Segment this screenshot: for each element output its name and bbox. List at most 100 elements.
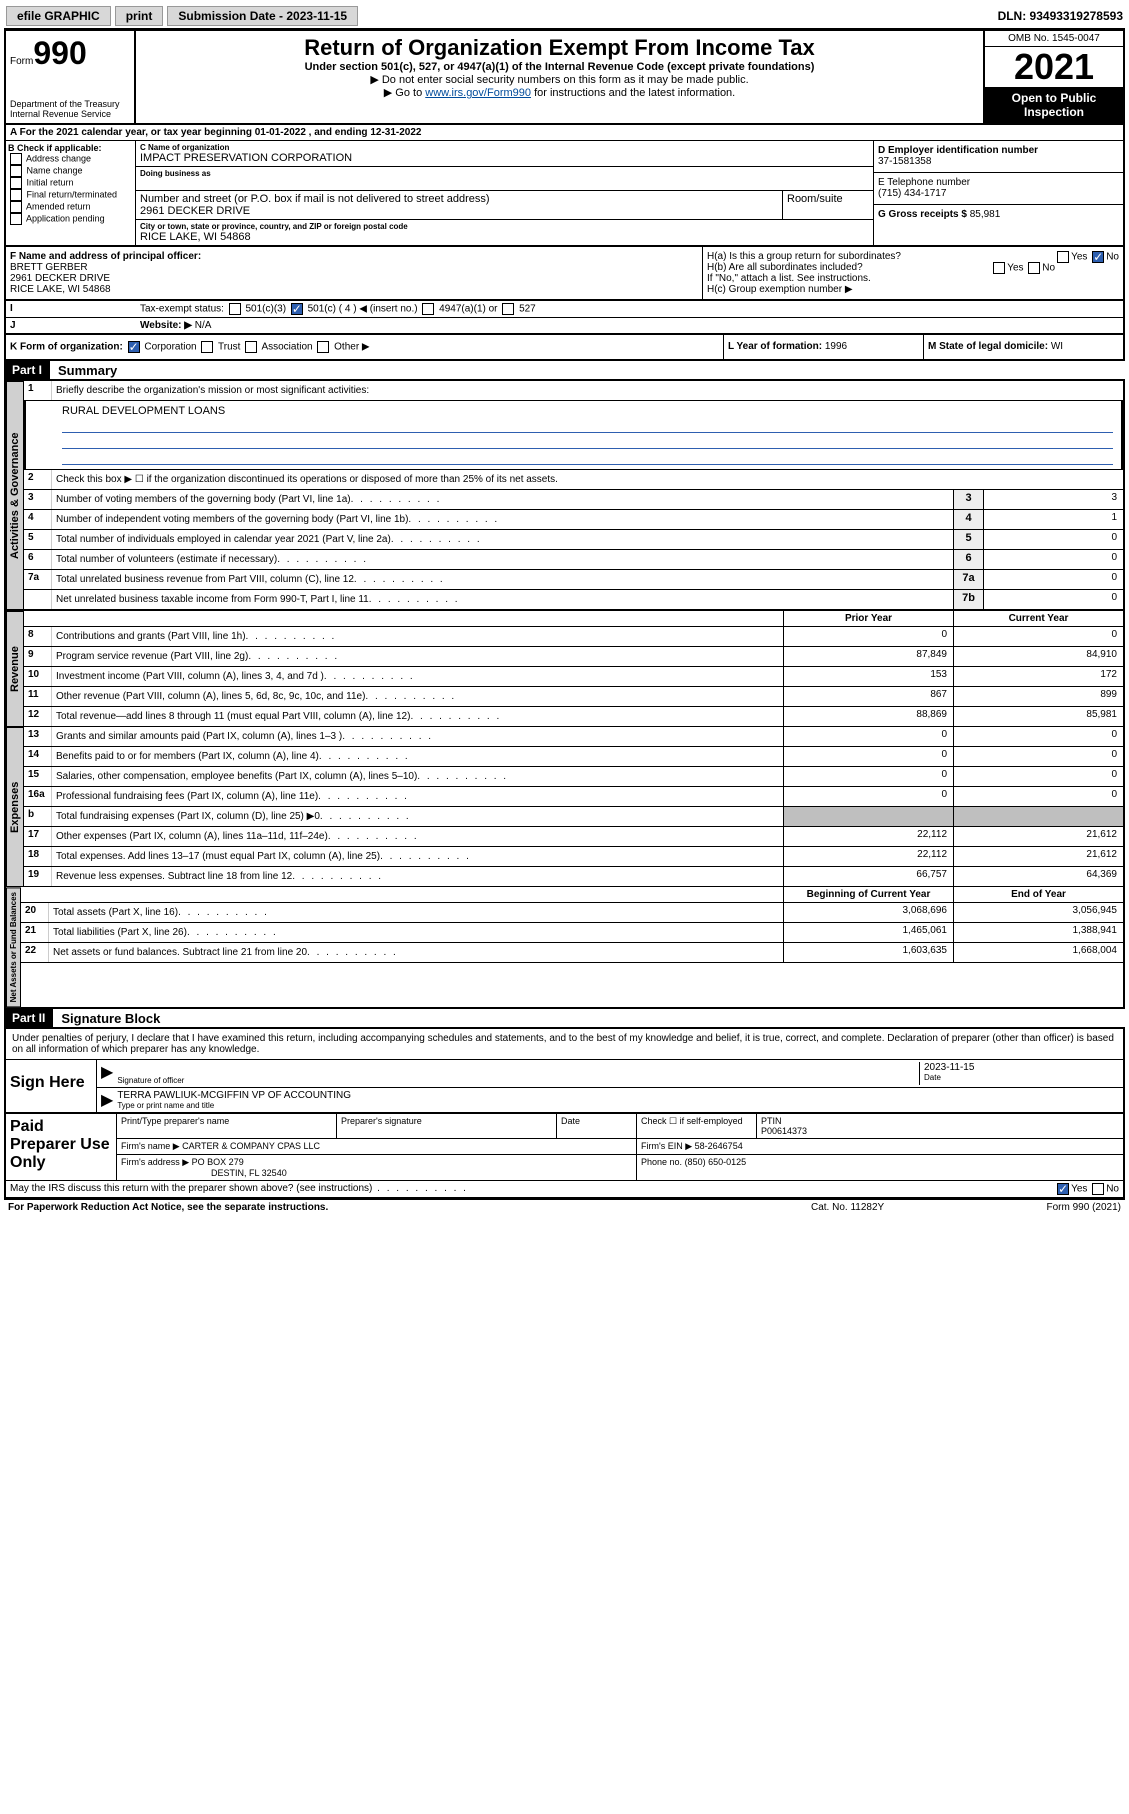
prior-val: 0 [783, 627, 953, 646]
summary-line: 15 Salaries, other compensation, employe… [24, 767, 1123, 787]
checkbox-icon[interactable] [201, 341, 213, 353]
prior-val: 0 [783, 727, 953, 746]
b-opt-1[interactable]: Name change [8, 165, 133, 177]
omb-number: OMB No. 1545-0047 [985, 31, 1123, 47]
section-klm: K Form of organization: Corporation Trus… [4, 335, 1125, 361]
checkbox-icon[interactable] [993, 262, 1005, 274]
f-name: BRETT GERBER [10, 262, 698, 273]
checkbox-icon[interactable] [245, 341, 257, 353]
b-opt-0[interactable]: Address change [8, 153, 133, 165]
checkbox-icon[interactable] [10, 153, 22, 165]
paid-label: Paid Preparer Use Only [6, 1114, 116, 1180]
line-num: 16a [24, 787, 52, 806]
line-val: 0 [983, 570, 1123, 589]
summary-line: 21 Total liabilities (Part X, line 26) 1… [21, 923, 1123, 943]
checkbox-icon[interactable] [10, 201, 22, 213]
f-lbl: F Name and address of principal officer: [10, 251, 698, 262]
line-box: 7b [953, 590, 983, 609]
checkbox-icon[interactable] [128, 341, 140, 353]
paid-firm-cell: Firm's name ▶ CARTER & COMPANY CPAS LLC [117, 1139, 637, 1154]
sig-date-sub: Date [924, 1073, 1119, 1082]
section-b: B Check if applicable: Address change Na… [6, 141, 136, 245]
prior-val: 0 [783, 787, 953, 806]
net-body: Beginning of Current Year End of Year 20… [21, 887, 1123, 1007]
line-box: 3 [953, 490, 983, 509]
checkbox-icon[interactable] [229, 303, 241, 315]
arrow-icon: ▶ [101, 1090, 113, 1110]
prior-val: 22,112 [783, 827, 953, 846]
prior-val [783, 807, 953, 826]
checkbox-icon[interactable] [1028, 262, 1040, 274]
line-num: 10 [24, 667, 52, 686]
checkbox-icon[interactable] [10, 213, 22, 225]
checkbox-icon[interactable] [10, 165, 22, 177]
part2-title: Signature Block [53, 1011, 160, 1026]
footer-pra: For Paperwork Reduction Act Notice, see … [8, 1202, 811, 1213]
line-box: 4 [953, 510, 983, 529]
form-header: Form990 Department of the Treasury Inter… [4, 29, 1125, 125]
paid-phone-cell: Phone no. (850) 650-0125 [637, 1155, 1123, 1180]
spacer [21, 887, 783, 902]
spacer [24, 611, 783, 626]
b-opt-4[interactable]: Amended return [8, 201, 133, 213]
summary-line: 20 Total assets (Part X, line 16) 3,068,… [21, 903, 1123, 923]
sig-name-val: TERRA PAWLIUK-MCGIFFIN VP OF ACCOUNTING [117, 1090, 1119, 1101]
checkbox-icon[interactable] [317, 341, 329, 353]
irs-link[interactable]: www.irs.gov/Form990 [425, 87, 531, 99]
discuss-q: May the IRS discuss this return with the… [10, 1183, 1055, 1195]
current-year-hdr: Current Year [953, 611, 1123, 626]
line-desc: Grants and similar amounts paid (Part IX… [52, 727, 783, 746]
i-lbl-pre: I [6, 301, 136, 317]
j-lbl-pre: J [6, 318, 136, 333]
section-i: I Tax-exempt status: 501(c)(3) 501(c) ( … [4, 301, 1125, 318]
part1-label: Part I [4, 361, 50, 379]
b-opt-5[interactable]: Application pending [8, 213, 133, 225]
part2-label: Part II [4, 1009, 53, 1027]
line-desc: Total number of volunteers (estimate if … [52, 550, 953, 569]
form-subtitle: Under section 501(c), 527, or 4947(a)(1)… [144, 61, 975, 73]
line-num: 21 [21, 923, 49, 942]
c-city-lbl: City or town, state or province, country… [140, 222, 869, 231]
form-number: 990 [33, 35, 86, 71]
checkbox-icon[interactable] [291, 303, 303, 315]
print-button[interactable]: print [115, 6, 164, 26]
b-opt-3[interactable]: Final return/terminated [8, 189, 133, 201]
line-desc: Total liabilities (Part X, line 26) [49, 923, 783, 942]
current-val: 21,612 [953, 827, 1123, 846]
efile-button[interactable]: efile GRAPHIC [6, 6, 111, 26]
d-lbl: D Employer identification number [878, 145, 1119, 156]
checkbox-icon[interactable] [1092, 1183, 1104, 1195]
line-num: 14 [24, 747, 52, 766]
section-h: H(a) Is this a group return for subordin… [703, 247, 1123, 299]
line-val: 1 [983, 510, 1123, 529]
checkbox-icon[interactable] [1057, 1183, 1069, 1195]
note2-post: for instructions and the latest informat… [531, 87, 735, 99]
paid-h5: PTINP00614373 [757, 1114, 1123, 1138]
line-box: 5 [953, 530, 983, 549]
line-desc: Total fundraising expenses (Part IX, col… [52, 807, 783, 826]
paid-addr-cell: Firm's address ▶ PO BOX 279 DESTIN, FL 3… [117, 1155, 637, 1180]
form-990-page: efile GRAPHIC print Submission Date - 20… [0, 0, 1129, 1219]
section-j: J Website: ▶ N/A [4, 318, 1125, 335]
summary-line: 3 Number of voting members of the govern… [24, 490, 1123, 510]
checkbox-icon[interactable] [502, 303, 514, 315]
sig-officer-field[interactable]: Signature of officer [117, 1062, 919, 1085]
checkbox-icon[interactable] [422, 303, 434, 315]
b-opt-2[interactable]: Initial return [8, 177, 133, 189]
line-num: 9 [24, 647, 52, 666]
line-num: 18 [24, 847, 52, 866]
sig-name-sub: Type or print name and title [117, 1101, 1119, 1110]
checkbox-icon[interactable] [10, 189, 22, 201]
current-val: 3,056,945 [953, 903, 1123, 922]
ha-lbl: H(a) Is this a group return for subordin… [707, 251, 901, 262]
footer-form: Form 990 (2021) [961, 1202, 1121, 1213]
checkbox-icon[interactable] [10, 177, 22, 189]
line-desc: Contributions and grants (Part VIII, lin… [52, 627, 783, 646]
j-lbl: Website: ▶ [140, 320, 192, 331]
checkbox-icon[interactable] [1057, 251, 1069, 263]
section-c: C Name of organization IMPACT PRESERVATI… [136, 141, 873, 245]
sign-here-label: Sign Here [6, 1060, 96, 1112]
sign-fields: ▶ Signature of officer 2023-11-15 Date ▶… [96, 1060, 1123, 1112]
beg-year-hdr: Beginning of Current Year [783, 887, 953, 902]
checkbox-icon[interactable] [1092, 251, 1104, 263]
